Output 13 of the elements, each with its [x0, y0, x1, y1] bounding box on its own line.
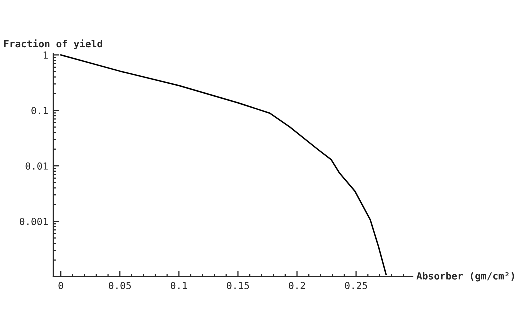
- y-axis-title: Fraction of yield: [4, 40, 102, 50]
- x-tick-label: 0.25: [345, 282, 368, 290]
- x-tick-label: 0.1: [171, 282, 188, 290]
- y-tick-label: 0.01: [26, 162, 48, 170]
- x-axis-title: Absorber (gm/cm²): [416, 272, 514, 282]
- y-tick-label: 1: [44, 52, 48, 59]
- x-tick-label: 0.05: [109, 282, 132, 290]
- y-tick-label: 0.001: [20, 218, 48, 226]
- y-tick-label: 0.1: [32, 107, 48, 114]
- x-tick-label: 0.15: [227, 282, 250, 290]
- x-tick-label: 0: [58, 282, 64, 290]
- x-tick-label: 0.2: [289, 282, 306, 290]
- line-series: [60, 54, 388, 276]
